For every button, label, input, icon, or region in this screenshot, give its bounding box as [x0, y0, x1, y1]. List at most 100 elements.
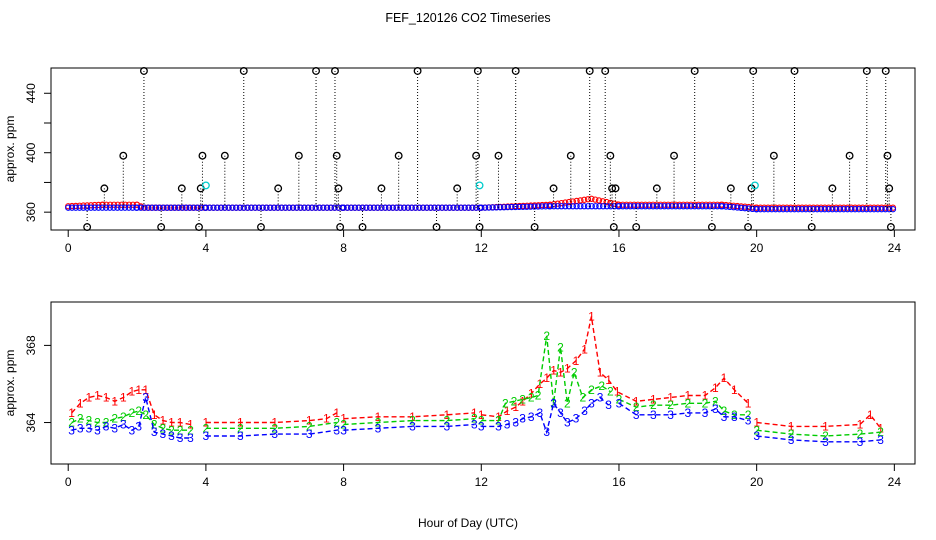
series-2-marker: 2 — [588, 383, 595, 397]
series-1-marker: 1 — [86, 390, 93, 404]
series-3-point — [457, 204, 465, 211]
flagged-point — [670, 151, 678, 160]
series-2-marker: 2 — [753, 423, 760, 437]
x-tick-label: 0 — [65, 241, 72, 255]
flagged-point — [862, 67, 871, 75]
series-3-marker: 3 — [877, 433, 884, 447]
x-tick-label: 20 — [750, 475, 764, 489]
series-1-marker: 1 — [135, 383, 142, 397]
series-3-point — [355, 204, 362, 211]
series-2-marker: 2 — [650, 398, 657, 412]
series-3-point — [478, 204, 485, 211]
series-1-marker: 1 — [203, 416, 210, 430]
series-3-point — [558, 203, 565, 210]
series-3-point — [745, 205, 752, 212]
series-3-point — [270, 204, 278, 211]
series-3-marker: 3 — [857, 435, 864, 449]
flagged-point — [601, 67, 610, 75]
flagged-point — [511, 67, 520, 75]
series-3-marker: 3 — [86, 421, 93, 435]
series-3-point — [76, 204, 83, 211]
flagged-point — [606, 151, 615, 160]
series-2-marker: 2 — [160, 421, 167, 435]
series-1-marker: 1 — [68, 406, 75, 420]
series-3-point — [83, 204, 91, 211]
series-3-point — [523, 203, 530, 210]
outlier-point — [475, 181, 484, 190]
series-3-marker: 3 — [633, 408, 640, 422]
series-3-point — [817, 206, 825, 213]
series-2-marker: 2 — [745, 408, 752, 422]
series-3-point — [840, 206, 847, 213]
series-2-marker: 2 — [409, 414, 416, 428]
series-3-point — [327, 204, 335, 211]
series-3-point — [389, 204, 396, 211]
series-3-point — [442, 204, 449, 211]
series-3-marker: 3 — [504, 417, 511, 431]
series-3-point — [634, 203, 642, 210]
flagged-point — [845, 151, 854, 160]
series-3-marker: 3 — [745, 414, 752, 428]
series-1-marker: 1 — [867, 408, 874, 422]
series-3-point — [312, 204, 319, 211]
series-1-marker: 1 — [543, 371, 550, 385]
flagged-point — [239, 67, 248, 75]
flagged-point — [177, 184, 186, 193]
series-3-point — [538, 203, 546, 210]
series-1-marker: 1 — [177, 416, 184, 430]
series-3-point — [592, 203, 599, 210]
series-3-point — [145, 204, 152, 211]
flagged-point — [157, 223, 166, 231]
series-1-marker: 1 — [605, 373, 612, 387]
series-3-point — [363, 204, 370, 211]
flagged-point — [413, 67, 422, 75]
series-3-point — [267, 204, 274, 211]
series-3-point — [469, 204, 476, 211]
series-2-marker: 2 — [151, 417, 158, 431]
flagged-point — [394, 151, 403, 160]
series-1-marker: 1 — [564, 362, 571, 376]
series-1-point — [592, 196, 599, 203]
series-2-marker: 2 — [120, 410, 127, 424]
series-3-point — [851, 206, 859, 213]
series-3-marker: 3 — [177, 431, 184, 445]
flagged-point — [331, 67, 339, 75]
series-3-marker: 3 — [495, 419, 502, 433]
series-3-point — [408, 204, 415, 211]
series-1-point — [581, 196, 588, 203]
series-1-marker: 1 — [323, 412, 330, 426]
series-1-point — [562, 199, 569, 206]
series-3-marker: 3 — [111, 421, 118, 435]
series-3-point — [554, 203, 561, 210]
series-3-point — [749, 205, 756, 212]
series-1-point — [558, 199, 565, 207]
series-2-marker: 2 — [135, 404, 142, 418]
series-1-marker: 1 — [822, 419, 829, 433]
series-2-marker: 2 — [528, 390, 535, 404]
series-1-point — [588, 195, 595, 202]
series-3-point — [416, 204, 423, 211]
series-3-marker: 3 — [142, 390, 149, 404]
series-1-marker: 1 — [151, 408, 158, 422]
y-tick-label: 400 — [24, 142, 38, 162]
plot-frame — [50, 301, 916, 465]
series-1-point — [584, 196, 592, 203]
series-3-point — [359, 204, 366, 211]
flagged-point — [358, 223, 367, 231]
series-3-marker: 3 — [581, 404, 588, 418]
series-2-marker: 2 — [142, 408, 149, 422]
flagged-point — [881, 67, 890, 75]
flagged-point — [198, 151, 207, 160]
flagged-point — [530, 223, 539, 231]
series-3-marker: 3 — [271, 427, 278, 441]
series-3-point — [833, 206, 840, 213]
series-3-marker: 3 — [135, 419, 142, 433]
series-3-point — [80, 204, 87, 211]
series-3-marker: 3 — [340, 423, 347, 437]
series-3-point — [133, 204, 141, 211]
series-3-point — [489, 204, 496, 211]
series-3-point — [577, 203, 584, 210]
series-3-point — [642, 203, 649, 210]
series-1-marker: 1 — [187, 417, 194, 431]
series-3-point — [438, 204, 446, 211]
